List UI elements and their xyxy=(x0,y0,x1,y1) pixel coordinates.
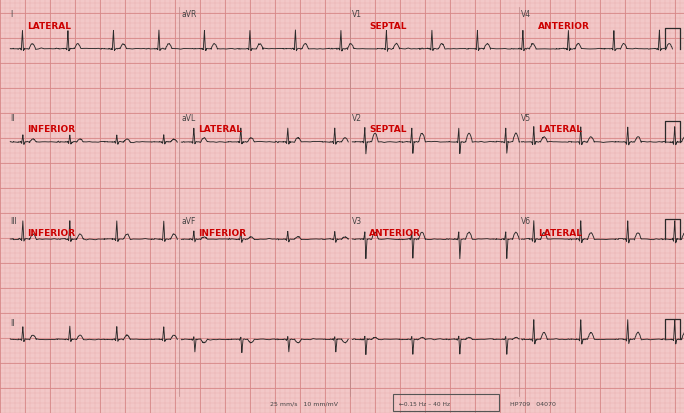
Bar xyxy=(393,394,499,411)
Text: ←0.15 Hz – 40 Hz: ←0.15 Hz – 40 Hz xyxy=(399,401,450,406)
Text: LATERAL: LATERAL xyxy=(538,228,582,237)
Text: ANTERIOR: ANTERIOR xyxy=(538,22,590,31)
Text: LATERAL: LATERAL xyxy=(538,125,582,134)
Text: V5: V5 xyxy=(521,114,531,123)
Text: 25 mm/s   10 mm/mV: 25 mm/s 10 mm/mV xyxy=(270,401,339,406)
Text: V3: V3 xyxy=(352,217,363,226)
Text: INFERIOR: INFERIOR xyxy=(198,228,246,237)
Text: SEPTAL: SEPTAL xyxy=(369,125,407,134)
Text: I: I xyxy=(10,10,12,19)
Text: II: II xyxy=(10,114,15,123)
Text: aVR: aVR xyxy=(181,10,196,19)
Text: V2: V2 xyxy=(352,114,363,123)
Text: V4: V4 xyxy=(521,10,531,19)
Text: II: II xyxy=(10,318,15,327)
Text: LATERAL: LATERAL xyxy=(198,125,242,134)
Text: ANTERIOR: ANTERIOR xyxy=(369,228,421,237)
Text: aVF: aVF xyxy=(181,217,196,226)
Text: V6: V6 xyxy=(521,217,531,226)
Text: SEPTAL: SEPTAL xyxy=(369,22,407,31)
Text: HP709   04070: HP709 04070 xyxy=(510,401,555,406)
Text: aVL: aVL xyxy=(181,114,196,123)
Text: III: III xyxy=(10,217,17,226)
Text: LATERAL: LATERAL xyxy=(27,22,71,31)
Text: V1: V1 xyxy=(352,10,363,19)
Text: INFERIOR: INFERIOR xyxy=(27,228,75,237)
Text: INFERIOR: INFERIOR xyxy=(27,125,75,134)
